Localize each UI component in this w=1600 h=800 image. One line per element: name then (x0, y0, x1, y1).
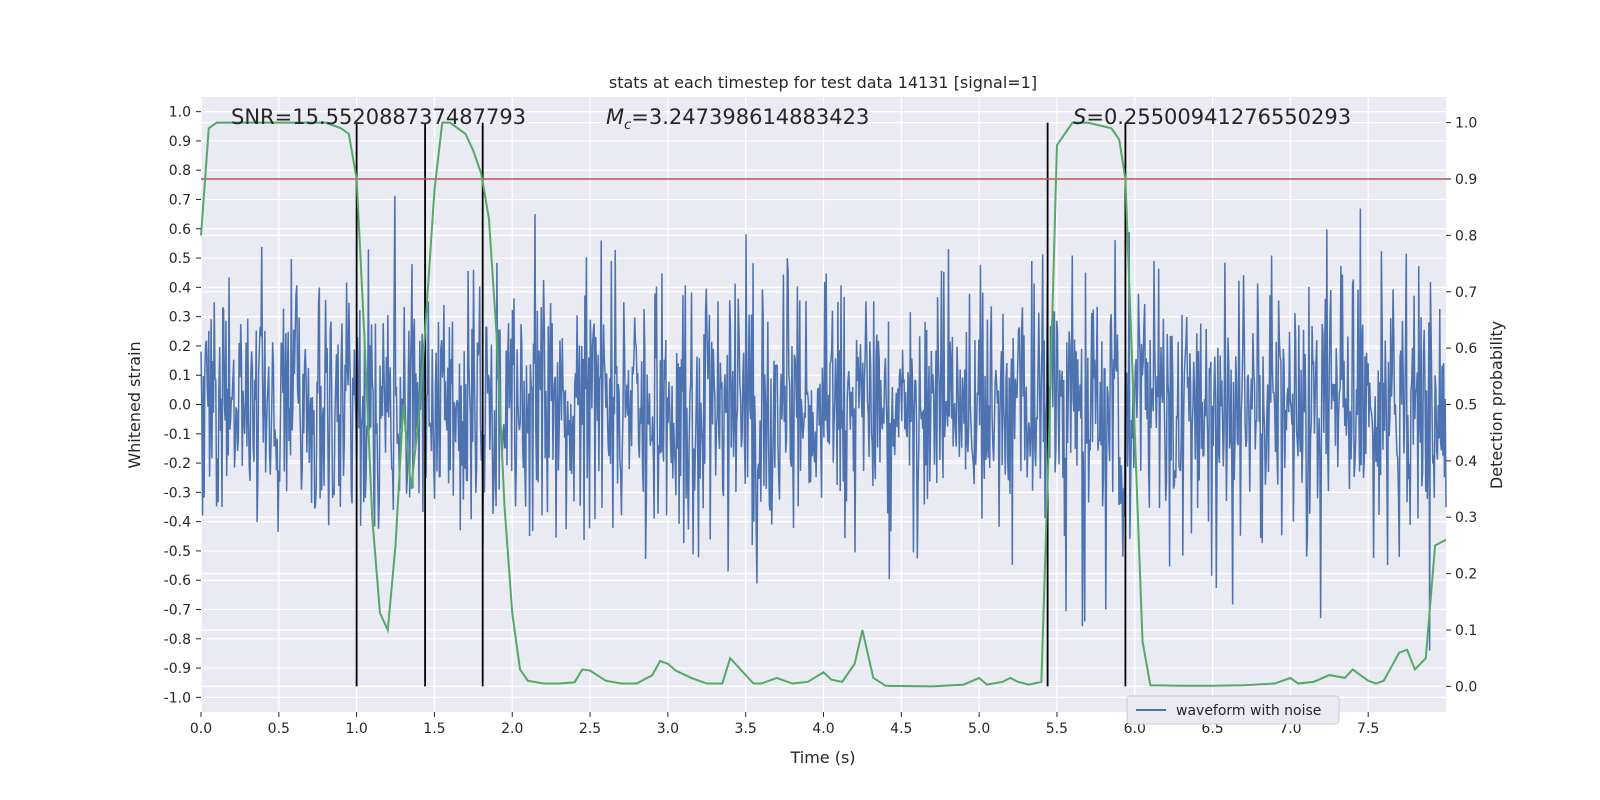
x-axis-ticks: 0.0 0.5 1.0 1.5 2.0 2.5 3.0 3.5 4.0 4.5 5.0 5.5 6.0 6… (190, 712, 1379, 737)
x-tick-label: 4.0 (812, 721, 834, 737)
y-left-tick-label: 0.8 (169, 163, 191, 179)
y-left-tick-label: -0.5 (164, 544, 191, 560)
y-left-tick-label: -0.9 (164, 661, 191, 677)
x-tick-label: 7.0 (1279, 721, 1301, 737)
y-right-tick-label: 0.8 (1455, 228, 1477, 244)
x-tick-label: 2.5 (579, 721, 601, 737)
y-right-tick-label: 0.5 (1455, 398, 1477, 414)
x-tick-label: 1.0 (345, 721, 367, 737)
legend: waveform with noise (1126, 695, 1340, 725)
y-left-tick-label: -0.8 (164, 632, 191, 648)
y-left-tick-label: -0.1 (164, 427, 191, 443)
y-right-tick-label: 0.0 (1455, 679, 1477, 695)
y-left-tick-label: 0.2 (169, 339, 191, 355)
x-tick-label: 6.5 (1201, 721, 1223, 737)
y-left-tick-label: -0.3 (164, 485, 191, 501)
x-tick-label: 3.5 (735, 721, 757, 737)
y-right-axis-label: Detection probability (1487, 321, 1506, 489)
y-left-tick-label: 0.5 (169, 251, 191, 267)
y-left-tick-label: 0.1 (169, 368, 191, 384)
x-tick-label: 1.5 (423, 721, 445, 737)
snr-annotation: SNR=15.552088737487793 (231, 105, 526, 129)
x-tick-label: 5.0 (968, 721, 990, 737)
x-tick-label: 4.5 (890, 721, 912, 737)
waveform-line (200, 195, 1447, 651)
y-right-tick-label: 0.9 (1455, 172, 1477, 188)
x-tick-label: 7.5 (1357, 721, 1379, 737)
y-right-tick-label: 0.3 (1455, 510, 1477, 526)
y-left-tick-label: 0.6 (169, 222, 191, 238)
vertical-markers (355, 122, 1127, 687)
y-left-tick-label: -0.4 (164, 515, 191, 531)
x-tick-label: 3.0 (657, 721, 679, 737)
y-right-tick-label: 0.4 (1455, 454, 1477, 470)
detection-probability-line (200, 121, 1447, 688)
y-right-tick-label: 1.0 (1455, 116, 1477, 132)
y-right-axis-ticks: 1.0 0.9 0.8 0.7 0.6 0.5 0.4 0.3 0.2 0.1 0.0 (1446, 116, 1477, 695)
x-tick-label: 6.0 (1124, 721, 1146, 737)
y-right-tick-label: 0.1 (1455, 623, 1477, 639)
legend-box (1126, 695, 1340, 725)
chart-title: stats at each timestep for test data 141… (609, 73, 1037, 92)
x-axis-label: Time (s) (789, 748, 855, 767)
s-value: =0.25500941276550293 (1086, 105, 1351, 129)
chirp-mass-symbol: M (606, 105, 624, 129)
y-left-tick-label: -1.0 (164, 690, 191, 706)
detection-probability-series (200, 121, 1447, 688)
s-annotation: S=0.25500941276550293 (1073, 105, 1351, 129)
y-right-tick-label: 0.2 (1455, 567, 1477, 583)
y-left-axis-label: Whitened strain (125, 341, 144, 468)
s-symbol: S (1073, 105, 1086, 129)
waveform-series (200, 195, 1447, 651)
chirp-mass-value: =3.247398614883423 (631, 105, 869, 129)
y-right-tick-label: 0.7 (1455, 285, 1477, 301)
y-left-tick-label: -0.2 (164, 456, 191, 472)
y-left-tick-label: 0.0 (169, 398, 191, 414)
x-tick-label: 0.5 (268, 721, 290, 737)
legend-label: waveform with noise (1176, 703, 1321, 719)
y-left-tick-label: 1.0 (169, 105, 191, 121)
y-left-tick-label: 0.4 (169, 280, 191, 296)
x-tick-label: 5.5 (1046, 721, 1068, 737)
x-tick-label: 2.0 (501, 721, 523, 737)
y-left-tick-label: -0.7 (164, 603, 191, 619)
y-left-tick-label: -0.6 (164, 573, 191, 589)
y-left-tick-label: 0.3 (169, 310, 191, 326)
y-left-tick-label: 0.9 (169, 134, 191, 150)
y-right-tick-label: 0.6 (1455, 341, 1477, 357)
y-left-axis-ticks: 1.0 0.9 0.8 0.7 0.6 0.5 0.4 0.3 0.2 0.1 0.0 -0.1 -0.… (164, 105, 201, 706)
y-left-tick-label: 0.7 (169, 193, 191, 209)
chirp-mass-subscript: c (624, 118, 631, 133)
chirp-mass-annotation: Mc=3.247398614883423 (606, 105, 869, 133)
x-tick-label: 0.0 (190, 721, 212, 737)
